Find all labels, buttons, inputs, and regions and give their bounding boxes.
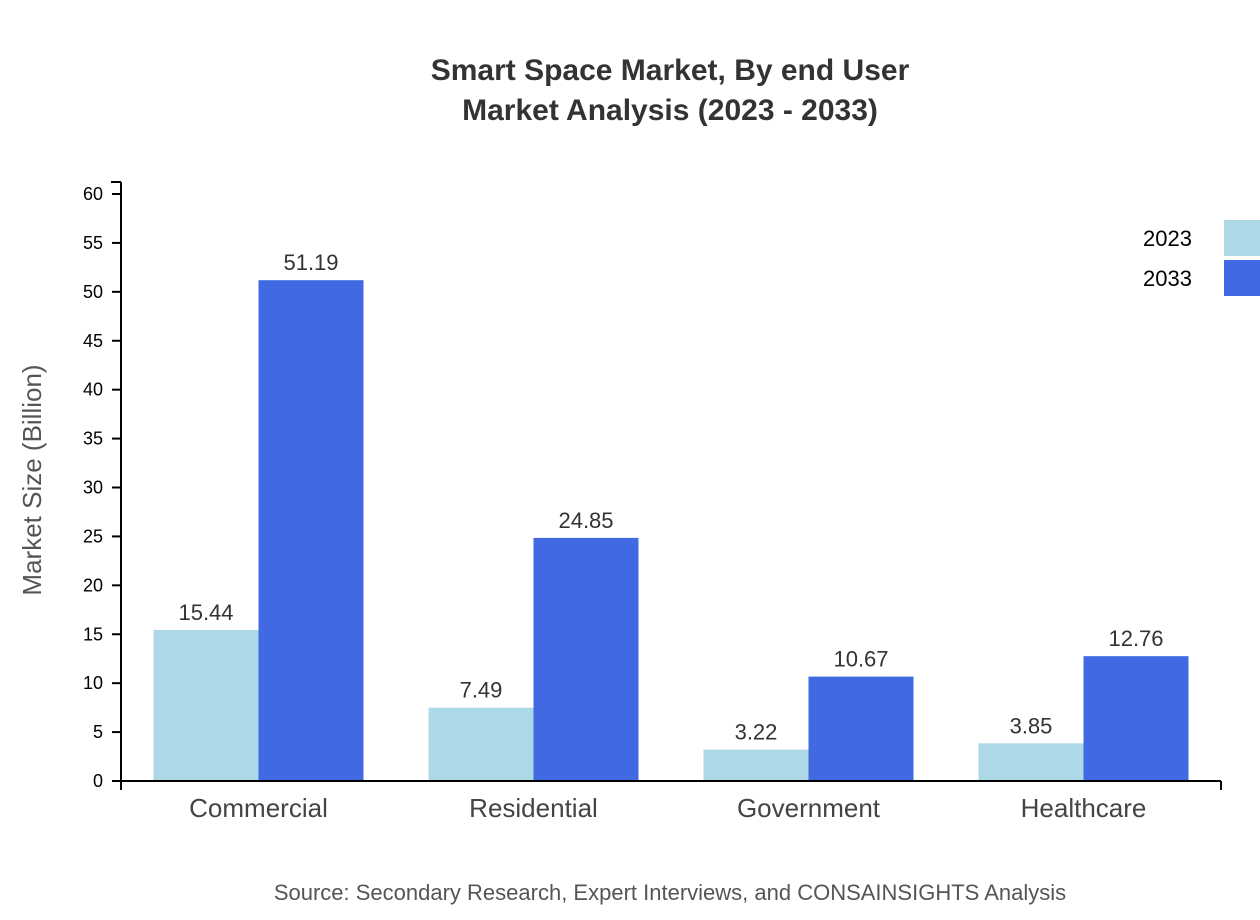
y-axis-label: Market Size (Billion) [17,364,47,595]
data-label: 3.85 [1010,713,1053,738]
data-label: 24.85 [558,508,613,533]
bar-healthcare-2033 [1083,656,1189,781]
y-tick-label: 45 [83,331,103,351]
bar-healthcare-2023 [978,743,1084,781]
x-tick-label: Residential [469,793,598,823]
chart-title: Smart Space Market, By end User [431,54,910,87]
y-tick-label: 20 [83,575,103,595]
data-label: 7.49 [460,678,503,703]
legend-swatch-2033 [1224,260,1260,296]
y-tick-label: 40 [83,380,103,400]
y-tick-label: 10 [83,673,103,693]
source-note: Source: Secondary Research, Expert Inter… [274,880,1066,905]
data-label: 15.44 [178,600,233,625]
y-tick-label: 55 [83,233,103,253]
data-label: 10.67 [833,647,888,672]
legend-label: 2023 [1143,226,1192,251]
y-tick-label: 0 [93,771,103,791]
data-label: 3.22 [735,719,778,744]
y-tick-label: 35 [83,429,103,449]
bar-government-2033 [808,676,914,781]
bar-residential-2023 [428,707,534,781]
bar-commercial-2033 [258,280,364,781]
data-label: 51.19 [283,250,338,275]
y-tick-label: 5 [93,722,103,742]
y-tick-label: 50 [83,282,103,302]
x-tick-label: Government [737,793,881,823]
chart-subtitle: Market Analysis (2023 - 2033) [462,94,878,127]
y-tick-label: 30 [83,478,103,498]
legend-label: 2033 [1143,266,1192,291]
bar-commercial-2023 [153,629,259,781]
legend-swatch-2023 [1224,220,1260,256]
y-tick-label: 15 [83,624,103,644]
x-tick-label: Healthcare [1021,793,1147,823]
y-tick-label: 25 [83,526,103,546]
bar-government-2023 [703,749,809,781]
y-tick-label: 60 [83,184,103,204]
bar-residential-2033 [533,537,639,781]
data-label: 12.76 [1108,626,1163,651]
x-tick-label: Commercial [189,793,328,823]
